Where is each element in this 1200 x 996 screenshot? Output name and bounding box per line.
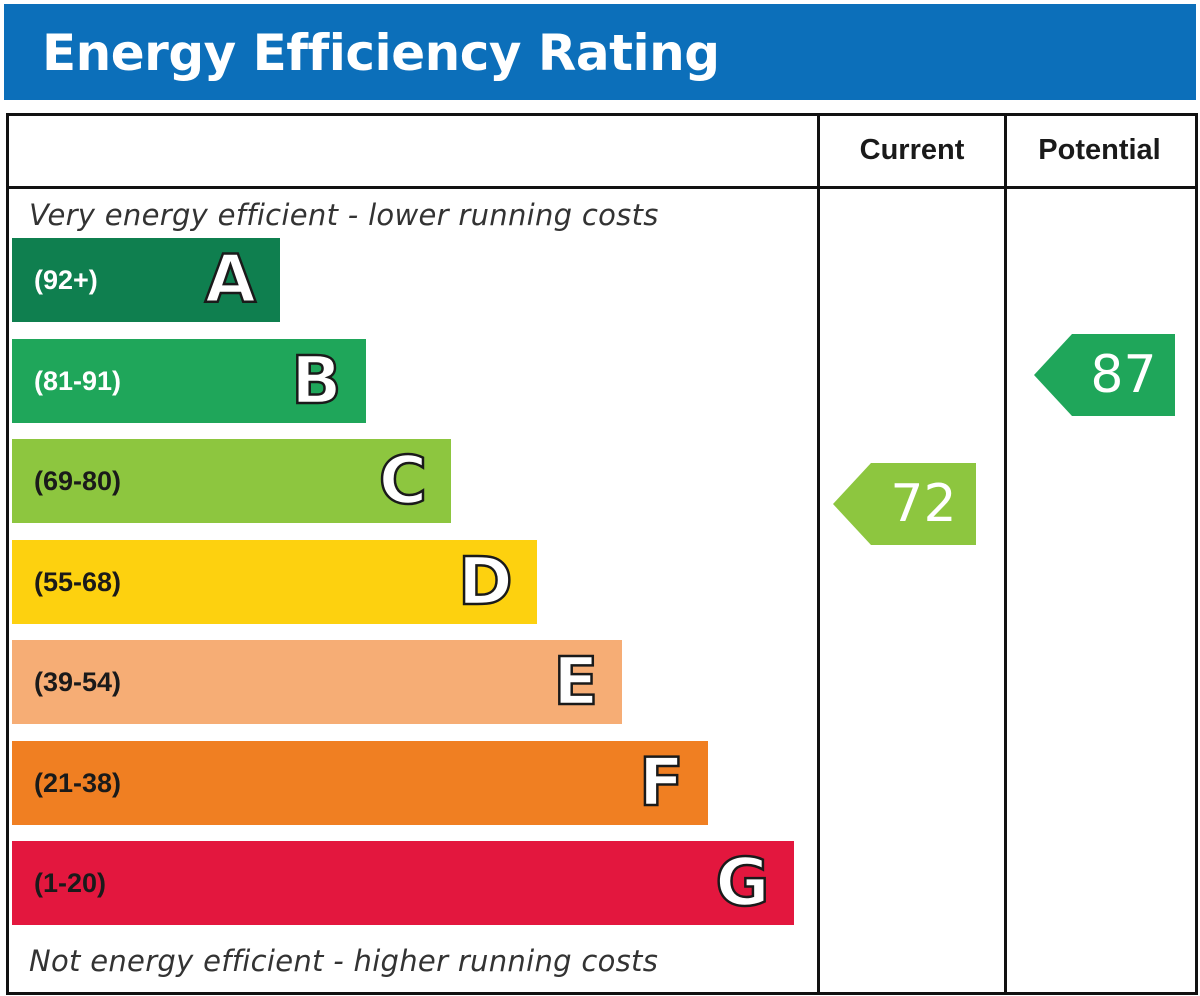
column-divider-potential xyxy=(1004,116,1007,992)
current-marker-arrow xyxy=(833,463,976,545)
band-a-letter: A xyxy=(204,240,258,320)
potential-rating-value: 87 xyxy=(1090,344,1157,405)
page-title: Energy Efficiency Rating xyxy=(42,24,720,82)
band-d-letter: D xyxy=(457,541,514,621)
band-e-range: (39-54) xyxy=(34,667,122,697)
potential-rating-marker: 87 xyxy=(1034,333,1175,416)
rating-table: Current Potential Very energy efficient … xyxy=(6,113,1198,995)
current-column-header: Current xyxy=(859,134,965,166)
band-a: (92+) A xyxy=(12,238,280,322)
band-a-range: (92+) xyxy=(34,265,98,295)
band-d-range: (55-68) xyxy=(34,566,122,597)
potential-marker-shape xyxy=(1034,333,1175,416)
current-rating-value: 72 xyxy=(890,474,957,534)
band-c-letter: C xyxy=(377,441,428,521)
current-marker-shape xyxy=(833,463,976,545)
band-f: (21-38) F xyxy=(12,740,708,825)
band-e: (39-54) E xyxy=(12,640,623,724)
band-b-range: (81-91) xyxy=(34,365,122,396)
bottom-note: Not energy efficient - higher running co… xyxy=(29,944,659,978)
band-g-letter: G xyxy=(714,843,771,923)
potential-marker-arrow xyxy=(1034,333,1175,416)
band-f-letter: F xyxy=(638,742,686,822)
band-c: (69-80) C xyxy=(12,439,452,523)
band-e-letter: E xyxy=(552,642,600,722)
band-b-letter: B xyxy=(290,340,343,420)
column-divider-current xyxy=(817,116,820,992)
band-c-range: (69-80) xyxy=(34,466,122,496)
top-note: Very energy efficient - lower running co… xyxy=(29,198,659,232)
band-f-range: (21-38) xyxy=(34,767,122,798)
band-b: (81-91) B xyxy=(12,338,366,423)
band-g: (1-20) G xyxy=(12,841,794,925)
header-divider xyxy=(9,186,1195,189)
band-d: (55-68) D xyxy=(12,539,537,624)
band-g-range: (1-20) xyxy=(34,868,107,898)
current-rating-marker: 72 xyxy=(833,463,976,545)
title-bar: Energy Efficiency Rating xyxy=(4,4,1196,100)
potential-column-header: Potential xyxy=(1038,134,1161,166)
